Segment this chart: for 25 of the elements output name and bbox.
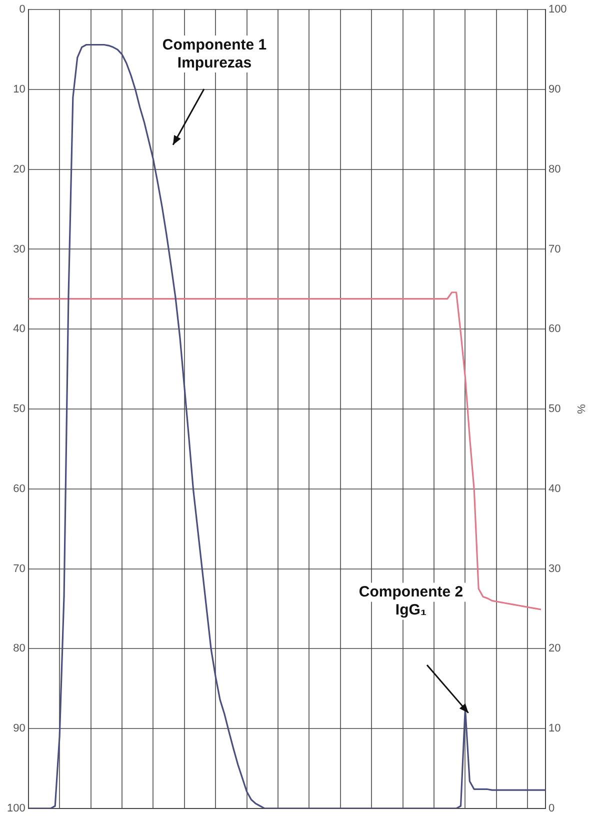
y-tick-label: 90 xyxy=(13,722,26,735)
y-tick-label: 80 xyxy=(13,642,26,655)
y2-tick-label: 100 xyxy=(548,4,567,16)
y-tick-label: 30 xyxy=(13,243,26,256)
y2-tick-label: 40 xyxy=(548,482,561,495)
y-tick-label: 0 xyxy=(19,4,26,16)
y2-tick-label: 70 xyxy=(548,243,561,256)
y2-tick-label: 80 xyxy=(548,163,561,176)
y2-tick-label: 90 xyxy=(548,84,561,96)
y-tick-label: 20 xyxy=(13,163,26,176)
y2-tick-label: 20 xyxy=(548,642,561,655)
y-tick-label: 100 xyxy=(6,802,26,814)
annotation: Componente 2 IgG₁ xyxy=(358,584,464,619)
y-tick-label: 60 xyxy=(13,482,26,495)
y-tick-label: 40 xyxy=(13,323,26,336)
y2-axis-title: % xyxy=(574,404,586,414)
y2-tick-label: 30 xyxy=(548,562,561,575)
y-tick-label: 50 xyxy=(13,403,26,416)
annotation: Componente 1 Impurezas xyxy=(162,36,267,72)
y-tick-label: 70 xyxy=(13,562,26,575)
y2-tick-label: 60 xyxy=(548,323,561,336)
y2-tick-label: 50 xyxy=(548,403,561,416)
y2-tick-label: 10 xyxy=(548,722,561,735)
y2-tick-label: 0 xyxy=(548,802,555,814)
y-tick-label: 10 xyxy=(13,84,26,96)
